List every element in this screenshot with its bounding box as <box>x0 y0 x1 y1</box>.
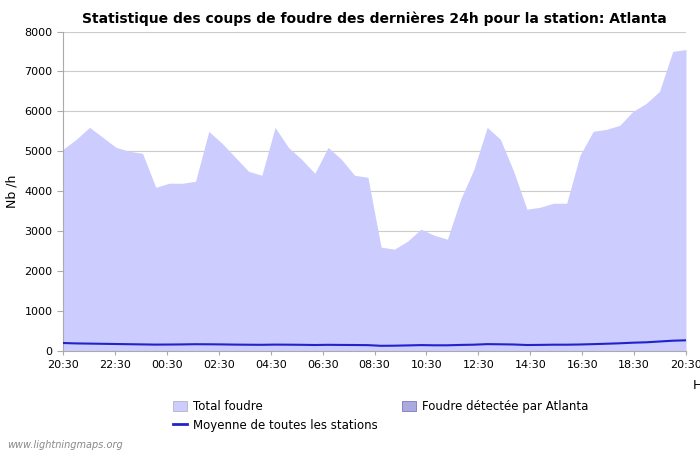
Y-axis label: Nb /h: Nb /h <box>6 175 19 208</box>
Title: Statistique des coups de foudre des dernières 24h pour la station: Atlanta: Statistique des coups de foudre des dern… <box>82 12 667 26</box>
Legend: Total foudre, Moyenne de toutes les stations, Foudre détectée par Atlanta: Total foudre, Moyenne de toutes les stat… <box>169 395 593 436</box>
Text: www.lightningmaps.org: www.lightningmaps.org <box>7 440 122 450</box>
Text: Heure: Heure <box>693 379 700 392</box>
